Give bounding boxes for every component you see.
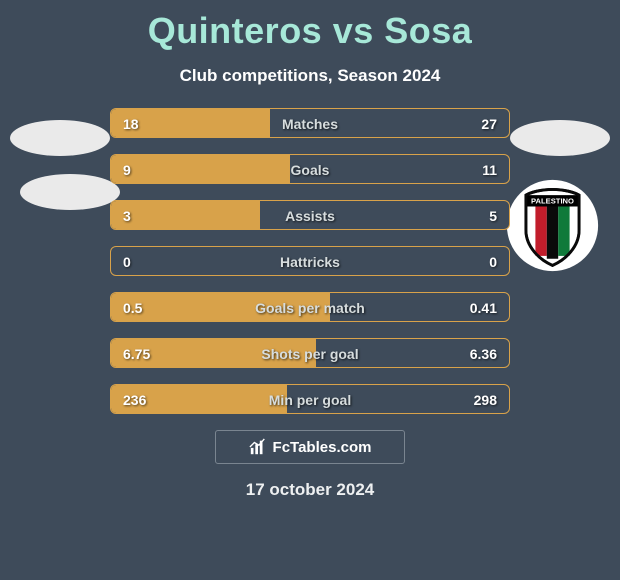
- stat-label: Min per goal: [111, 385, 509, 414]
- stat-row: 3Assists5: [110, 200, 510, 230]
- stat-row: 6.75Shots per goal6.36: [110, 338, 510, 368]
- chart-icon: [249, 438, 267, 456]
- stat-row: 18Matches27: [110, 108, 510, 138]
- stat-value-right: 298: [474, 385, 497, 414]
- stat-row: 0Hattricks0: [110, 246, 510, 276]
- stat-label: Goals: [111, 155, 509, 184]
- stat-value-right: 0.41: [470, 293, 497, 322]
- stat-value-right: 5: [489, 201, 497, 230]
- stat-value-right: 27: [481, 109, 497, 138]
- stat-label: Assists: [111, 201, 509, 230]
- stat-row: 9Goals11: [110, 154, 510, 184]
- footer-brand-box: FcTables.com: [215, 430, 405, 464]
- comparison-rows: 18Matches279Goals113Assists50Hattricks00…: [110, 108, 510, 414]
- stat-value-right: 11: [482, 155, 497, 184]
- stat-label: Goals per match: [111, 293, 509, 322]
- stat-label: Hattricks: [111, 247, 509, 276]
- page-title: Quinteros vs Sosa: [0, 0, 620, 52]
- player-right-avatar-placeholder: [510, 120, 610, 156]
- stat-label: Shots per goal: [111, 339, 509, 368]
- club-logo-text: PALESTINO: [531, 197, 574, 206]
- footer-date: 17 october 2024: [0, 480, 620, 500]
- stat-row: 0.5Goals per match0.41: [110, 292, 510, 322]
- stat-value-right: 0: [489, 247, 497, 276]
- stat-row: 236Min per goal298: [110, 384, 510, 414]
- stat-label: Matches: [111, 109, 509, 138]
- page-subtitle: Club competitions, Season 2024: [0, 66, 620, 86]
- player-left-avatar-placeholder: [10, 120, 110, 156]
- player-left-avatar-placeholder-2: [20, 174, 120, 210]
- club-logo-palestino: PALESTINO: [505, 178, 600, 273]
- stat-value-right: 6.36: [470, 339, 497, 368]
- footer-brand-text: FcTables.com: [273, 439, 372, 456]
